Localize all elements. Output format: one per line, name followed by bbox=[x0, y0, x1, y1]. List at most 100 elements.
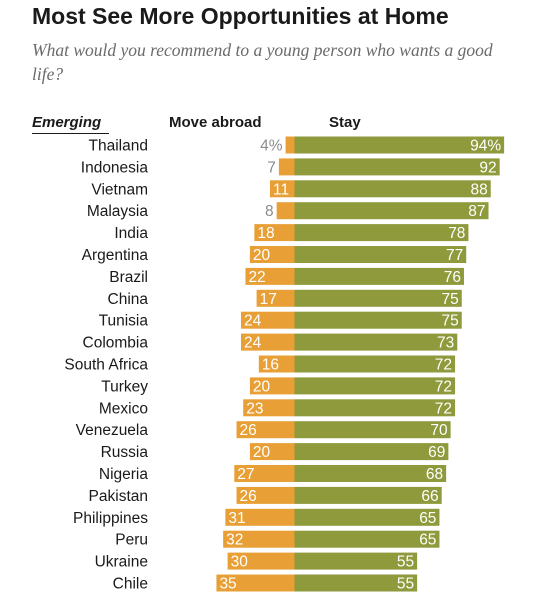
move-abroad-bar bbox=[216, 574, 295, 592]
move-abroad-value-label: 30 bbox=[231, 554, 249, 571]
category-label: Vietnam bbox=[91, 181, 148, 198]
move-abroad-value-label: 23 bbox=[246, 400, 263, 417]
move-abroad-column-header: Move abroad bbox=[169, 114, 262, 131]
stay-value-label: 73 bbox=[437, 335, 454, 352]
stay-value-label: 77 bbox=[446, 247, 463, 264]
stay-value-label: 76 bbox=[444, 269, 461, 286]
category-label: Chile bbox=[113, 576, 148, 593]
stay-value-label: 69 bbox=[428, 444, 445, 461]
group-header-underline bbox=[32, 133, 109, 134]
stay-bar bbox=[294, 246, 467, 263]
stay-bar bbox=[294, 158, 500, 176]
stay-bar bbox=[294, 311, 462, 329]
move-abroad-value-label: 26 bbox=[240, 488, 257, 505]
stay-bar bbox=[294, 180, 491, 198]
move-abroad-bar bbox=[223, 530, 295, 548]
move-abroad-bar bbox=[278, 158, 295, 176]
category-label: Russia bbox=[101, 444, 149, 461]
category-label: China bbox=[108, 291, 149, 308]
move-abroad-value-label: 24 bbox=[244, 313, 262, 330]
stay-bar bbox=[294, 377, 456, 395]
move-abroad-bar bbox=[285, 136, 295, 154]
stay-value-label: 68 bbox=[426, 466, 443, 483]
move-abroad-bar bbox=[249, 443, 295, 461]
move-abroad-value-label: 8 bbox=[265, 203, 274, 220]
stay-bar bbox=[294, 465, 447, 482]
stay-value-label: 75 bbox=[442, 313, 459, 330]
move-abroad-value-label: 20 bbox=[253, 378, 271, 395]
stay-bar bbox=[294, 224, 469, 242]
move-abroad-bar bbox=[240, 311, 295, 329]
chart-title: Most See More Opportunities at Home bbox=[32, 3, 449, 29]
move-abroad-value-label: 22 bbox=[248, 269, 265, 286]
move-abroad-bar bbox=[254, 224, 295, 242]
stay-value-label: 66 bbox=[421, 488, 438, 505]
category-label: Turkey bbox=[101, 378, 148, 395]
move-abroad-value-label: 35 bbox=[219, 576, 236, 593]
stay-value-label: 94% bbox=[470, 138, 501, 155]
stay-bar bbox=[294, 202, 489, 220]
move-abroad-bar bbox=[227, 552, 295, 570]
move-abroad-bar bbox=[256, 289, 295, 307]
move-abroad-bar bbox=[243, 399, 295, 417]
move-abroad-bar bbox=[236, 486, 295, 504]
category-label: South Africa bbox=[64, 357, 148, 374]
move-abroad-value-label: 7 bbox=[267, 159, 276, 176]
move-abroad-bar bbox=[245, 267, 295, 285]
move-abroad-value-label: 20 bbox=[253, 247, 271, 264]
stay-value-label: 72 bbox=[435, 378, 452, 395]
stay-value-label: 87 bbox=[468, 203, 485, 220]
move-abroad-value-label: 26 bbox=[240, 422, 257, 439]
category-label: Colombia bbox=[83, 335, 149, 352]
stay-bar bbox=[294, 333, 458, 351]
move-abroad-value-label: 24 bbox=[244, 335, 262, 352]
move-abroad-bar bbox=[249, 377, 295, 395]
stay-bar bbox=[294, 267, 464, 285]
move-abroad-value-label: 18 bbox=[257, 225, 274, 242]
category-label: Venezuela bbox=[76, 422, 149, 439]
stay-bar bbox=[294, 574, 418, 592]
stay-value-label: 55 bbox=[397, 576, 414, 593]
move-abroad-value-label: 17 bbox=[260, 291, 277, 308]
category-label: Brazil bbox=[109, 269, 148, 286]
stay-value-label: 65 bbox=[419, 532, 436, 549]
move-abroad-bar bbox=[269, 180, 295, 198]
category-label: Nigeria bbox=[99, 466, 148, 483]
category-label: Ukraine bbox=[95, 554, 148, 571]
move-abroad-bar bbox=[249, 246, 295, 263]
move-abroad-bar bbox=[225, 508, 295, 526]
category-label: Indonesia bbox=[81, 159, 149, 176]
chart-subtitle: What would you recommend to a young pers… bbox=[32, 40, 493, 84]
stay-value-label: 88 bbox=[470, 181, 487, 198]
stay-value-label: 72 bbox=[435, 400, 452, 417]
stay-bar bbox=[294, 136, 505, 154]
category-label: Pakistan bbox=[89, 488, 148, 505]
category-label: Philippines bbox=[73, 510, 148, 527]
stay-bar bbox=[294, 508, 440, 526]
category-label: Tunisia bbox=[99, 313, 149, 330]
stay-bar bbox=[294, 486, 442, 504]
category-label: Argentina bbox=[82, 247, 149, 264]
stay-value-label: 55 bbox=[397, 554, 414, 571]
stay-bar bbox=[294, 421, 451, 439]
category-label: India bbox=[114, 225, 148, 242]
stay-value-label: 65 bbox=[419, 510, 436, 527]
move-abroad-value-label: 31 bbox=[228, 510, 245, 527]
move-abroad-bar bbox=[276, 202, 295, 220]
move-abroad-bar bbox=[258, 355, 295, 373]
move-abroad-bar bbox=[240, 333, 295, 351]
stay-value-label: 78 bbox=[448, 225, 465, 242]
group-header: Emerging bbox=[32, 114, 102, 131]
category-label: Malaysia bbox=[87, 203, 149, 220]
stay-bar bbox=[294, 443, 449, 461]
move-abroad-bar bbox=[234, 465, 295, 482]
stay-value-label: 70 bbox=[430, 422, 448, 439]
category-label: Peru bbox=[115, 532, 148, 549]
move-abroad-value-label: 20 bbox=[253, 444, 271, 461]
category-label: Thailand bbox=[89, 138, 148, 155]
stay-bar bbox=[294, 552, 418, 570]
stay-bar bbox=[294, 355, 456, 373]
move-abroad-value-label: 11 bbox=[273, 181, 289, 198]
stay-value-label: 72 bbox=[435, 357, 452, 374]
